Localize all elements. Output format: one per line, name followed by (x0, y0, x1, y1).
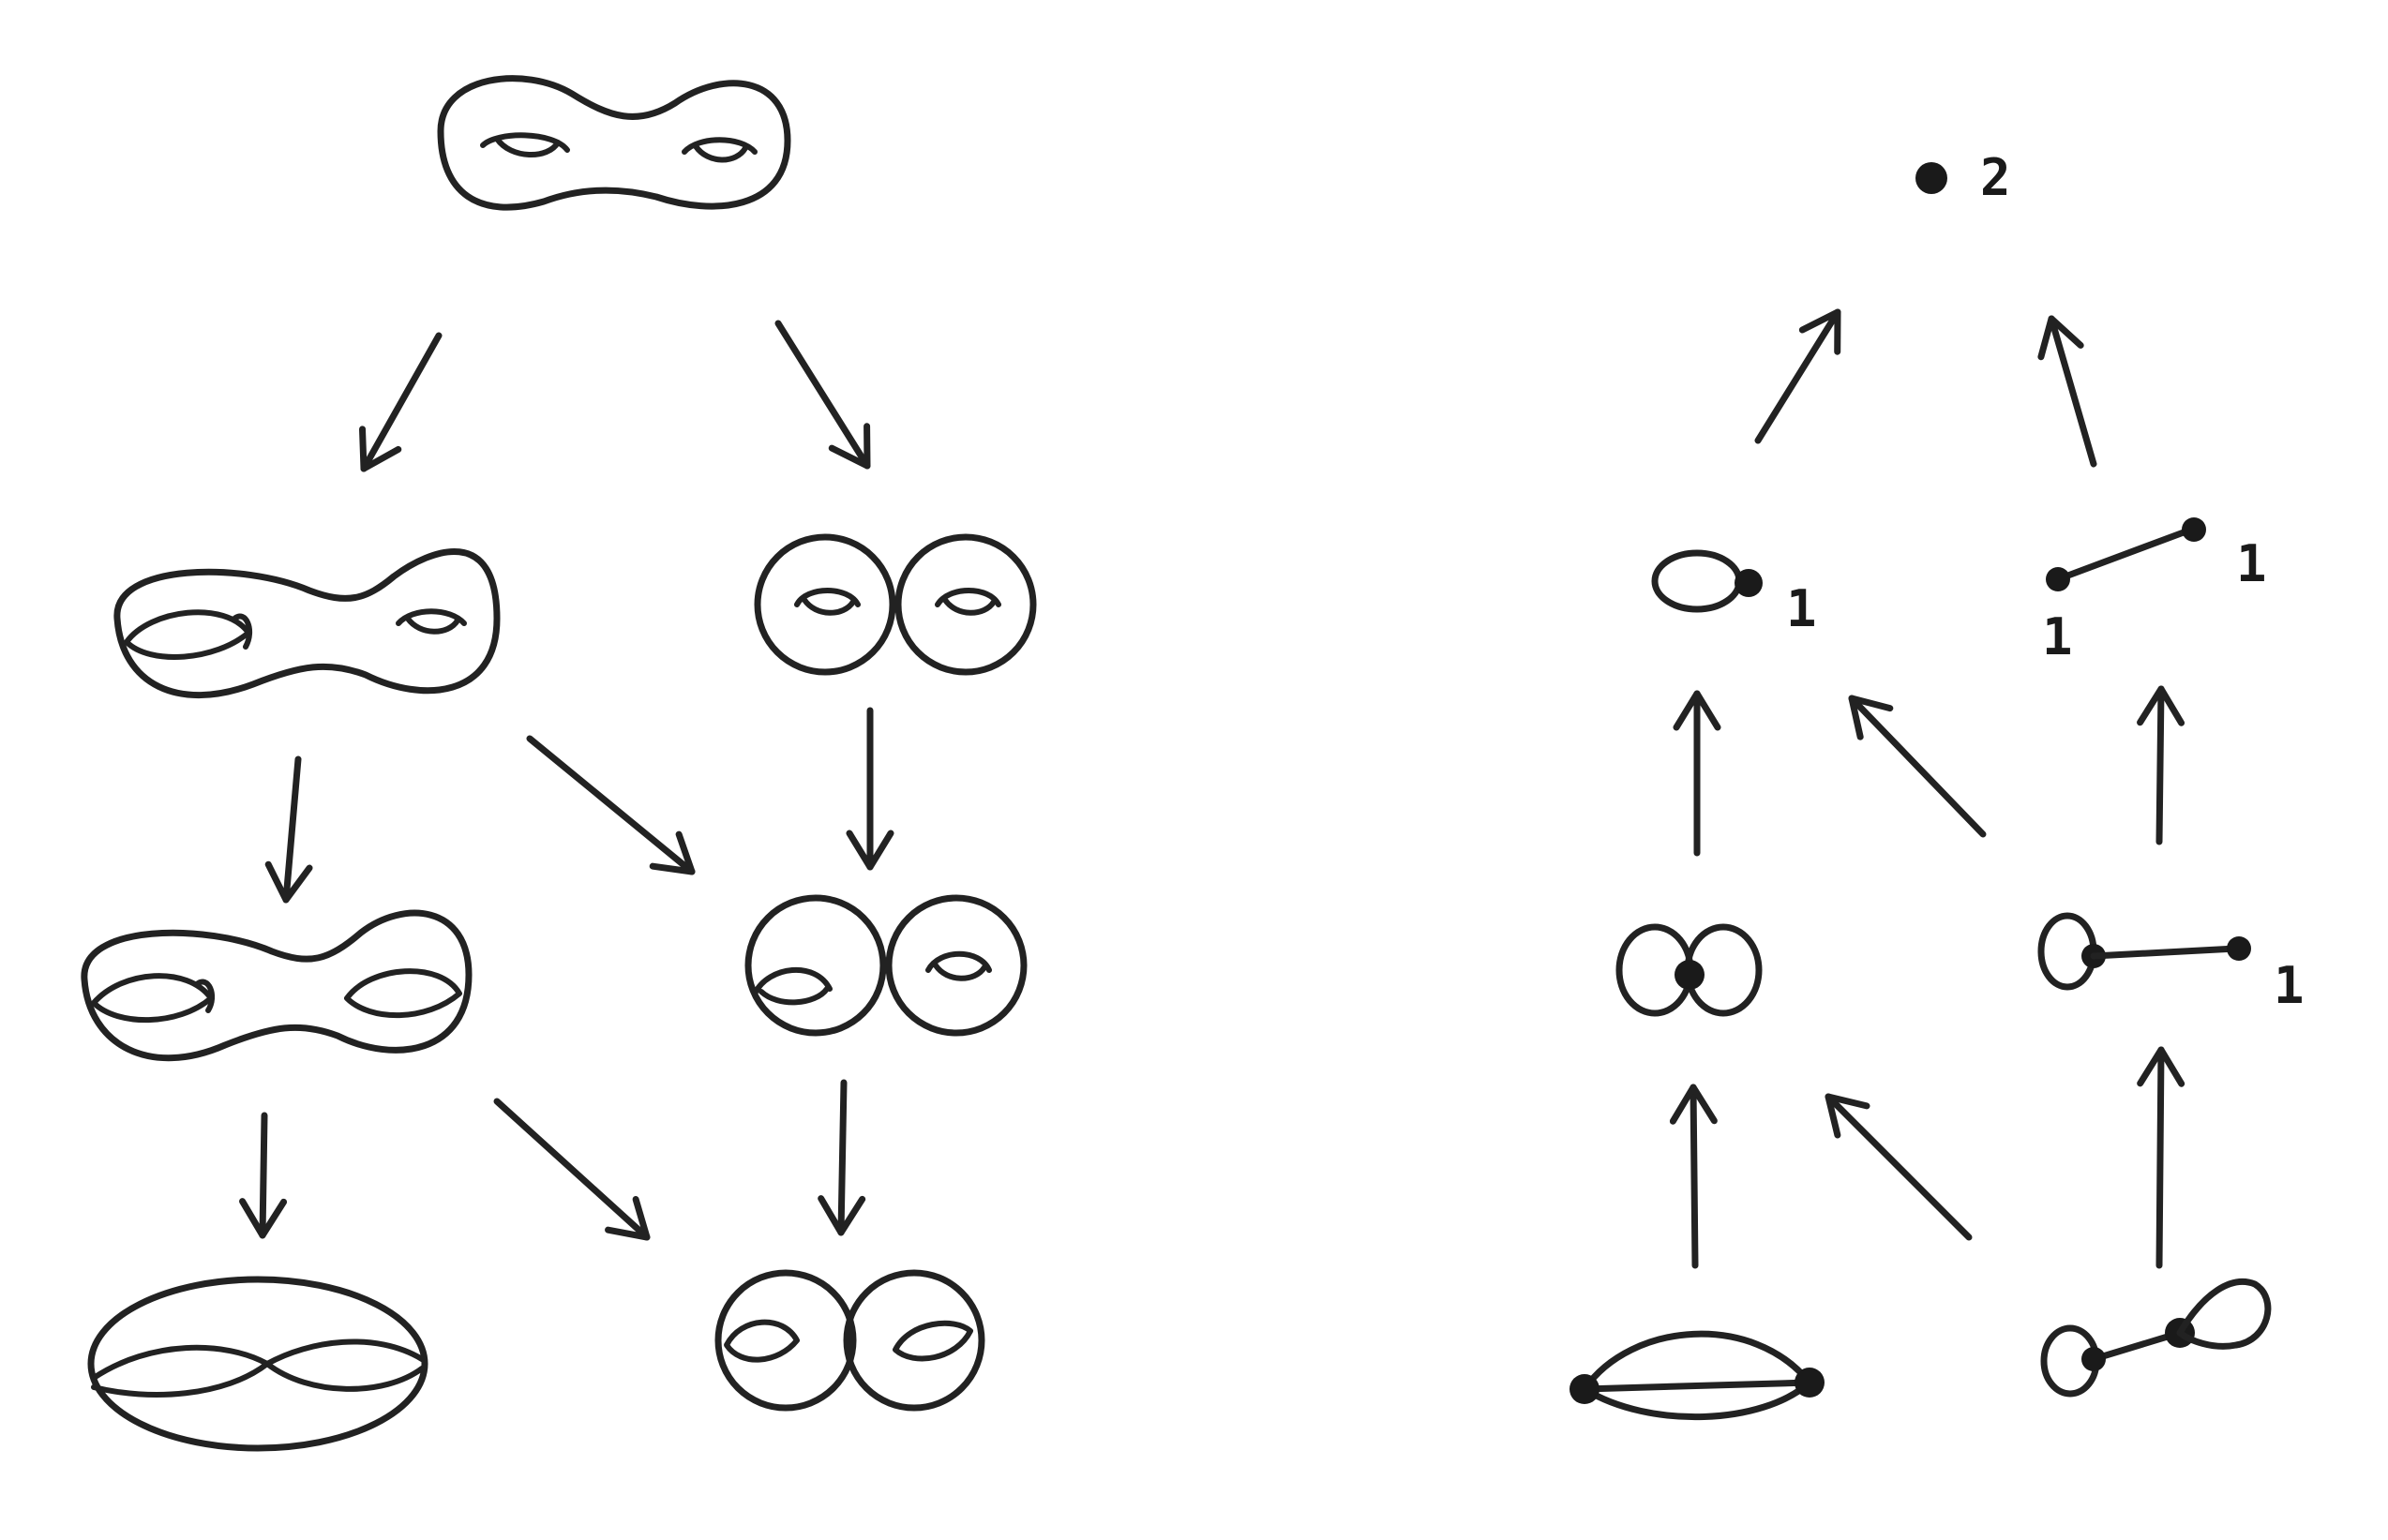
vertex-weight-label: 1 (1786, 579, 1817, 638)
graph-vertex (1569, 1374, 1600, 1404)
arrow-loop-edge-to-edge (2137, 685, 2185, 845)
vertex-weight-label: 1 (2042, 607, 2073, 666)
graph-vertex (1675, 960, 1705, 990)
vertex-weight-label: 1 (2274, 956, 2305, 1015)
arrow-theta-to-figure-eight (1669, 1084, 1718, 1269)
graph-vertex (2227, 936, 2251, 961)
surface-two-pinched-handles (81, 909, 473, 1062)
vertex-weight-label: 2 (1980, 148, 2011, 207)
graph-vertex (1795, 1368, 1825, 1398)
graph-vertex (1915, 162, 1947, 194)
graph-vertex (2081, 1347, 2106, 1371)
graph-single-vertex: 2 (1915, 148, 2011, 207)
vertex-weight-label: 1 (2236, 534, 2267, 593)
two-tori-both-pinched (714, 1269, 985, 1412)
graph-theta (1569, 1330, 1825, 1421)
arrow-pinched-to-tori-one-pinched (526, 735, 696, 875)
graph-vertex (1735, 569, 1763, 597)
graph-vertex (2046, 567, 2070, 591)
genus-two-surface (437, 75, 791, 211)
arrow-dumbbell-to-loop-edge (2137, 1046, 2185, 1269)
arrow-top-to-pinched (359, 332, 443, 472)
arrow-loop-to-vertex (1754, 308, 1841, 444)
arrow-dumbbell-to-figure-eight (1825, 1093, 1973, 1241)
two-tori-touching (754, 533, 1037, 676)
arrow-two-pinched-to-tori-both-pinched (493, 1098, 651, 1241)
arrow-tori-down-2 (818, 1079, 866, 1236)
arrow-edge-to-vertex (2037, 315, 2097, 468)
graph-loop-with-edge: 1 (2037, 912, 2305, 1015)
arrow-loop-edge-to-loop (1848, 695, 1987, 838)
fully-degenerate-surface (87, 1276, 428, 1452)
graph-single-edge: 1 1 (2042, 517, 2267, 666)
graph-vertex-with-loop: 1 (1651, 549, 1817, 638)
two-tori-one-pinched (744, 894, 1028, 1037)
arrow-top-to-tori-pair (774, 320, 871, 470)
graph-figure-eight (1615, 923, 1763, 1017)
graph-vertex (2182, 517, 2206, 542)
arrow-two-pinched-down (239, 1112, 288, 1239)
graph-dumbbell (2040, 1278, 2272, 1398)
surface-one-pinched-handle (113, 547, 501, 699)
arrow-pinched-to-two-pinched (264, 755, 313, 904)
